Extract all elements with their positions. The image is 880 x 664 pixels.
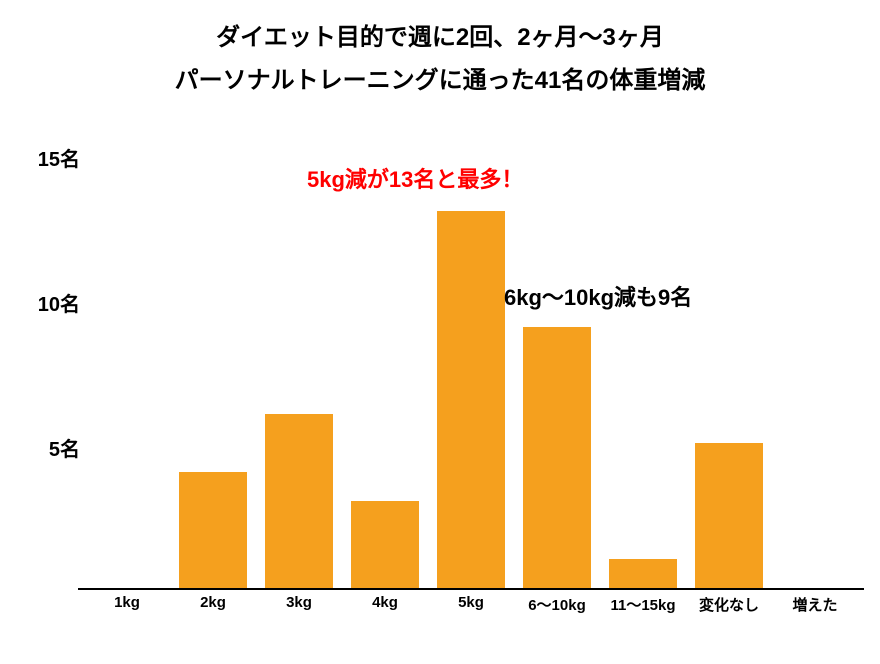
chart-title-line1: ダイエット目的で週に2回、2ヶ月〜3ヶ月 — [0, 16, 880, 59]
chart-area: 1kg2kg3kg4kg5kg6〜10kg11〜15kg変化なし増えた 5kg減… — [78, 140, 868, 610]
bar-slot — [600, 140, 686, 588]
x-axis-label: 11〜15kg — [600, 594, 686, 615]
bar — [437, 211, 504, 588]
plot-area — [78, 140, 864, 590]
x-axis-label: 3kg — [256, 594, 342, 615]
x-axis-label: 4kg — [342, 594, 428, 615]
bar-slot — [84, 140, 170, 588]
bar — [523, 327, 590, 588]
chart-annotation: 5kg減が13名と最多！ — [307, 162, 523, 194]
bar-slot — [772, 140, 858, 588]
bar-slot — [256, 140, 342, 588]
chart-annotation: 6kg〜10kg減も9名 — [504, 280, 692, 312]
y-axis-label: 15名 — [38, 143, 80, 172]
chart-title-line2: パーソナルトレーニングに通った41名の体重増減 — [0, 59, 880, 102]
x-axis-label: 1kg — [84, 594, 170, 615]
x-axis-label: 2kg — [170, 594, 256, 615]
x-axis-label: 増えた — [772, 594, 858, 615]
bar-slot — [428, 140, 514, 588]
x-axis-label: 5kg — [428, 594, 514, 615]
x-axis-labels: 1kg2kg3kg4kg5kg6〜10kg11〜15kg変化なし増えた — [78, 594, 864, 615]
x-axis-label: 6〜10kg — [514, 594, 600, 615]
bar — [609, 559, 676, 588]
bar-slot — [686, 140, 772, 588]
y-axis-label: 5名 — [49, 433, 80, 462]
chart-title: ダイエット目的で週に2回、2ヶ月〜3ヶ月 パーソナルトレーニングに通った41名の… — [0, 0, 880, 102]
bar — [179, 472, 246, 588]
bar-slot — [514, 140, 600, 588]
bar-slot — [170, 140, 256, 588]
y-axis-label: 10名 — [38, 288, 80, 317]
bars-container — [78, 140, 864, 588]
bar — [351, 501, 418, 588]
bar — [265, 414, 332, 588]
bar — [695, 443, 762, 588]
x-axis-label: 変化なし — [686, 594, 772, 615]
bar-slot — [342, 140, 428, 588]
